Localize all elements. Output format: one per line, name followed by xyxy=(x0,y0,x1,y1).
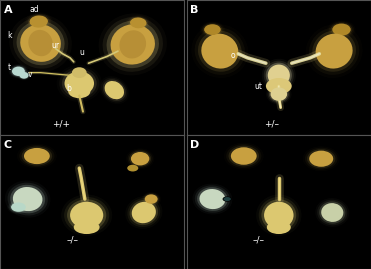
Text: –/–: –/– xyxy=(253,235,265,244)
Ellipse shape xyxy=(131,152,150,165)
Ellipse shape xyxy=(72,67,87,78)
Ellipse shape xyxy=(28,30,53,56)
Ellipse shape xyxy=(266,63,292,88)
Ellipse shape xyxy=(267,221,291,234)
Text: b: b xyxy=(66,84,71,93)
Ellipse shape xyxy=(12,66,25,76)
Ellipse shape xyxy=(203,23,222,36)
Ellipse shape xyxy=(331,22,352,37)
Ellipse shape xyxy=(200,189,226,209)
Text: t: t xyxy=(7,63,10,72)
Text: u: u xyxy=(79,48,84,57)
Ellipse shape xyxy=(197,187,228,211)
Ellipse shape xyxy=(309,151,333,167)
Text: ad: ad xyxy=(30,5,39,14)
Ellipse shape xyxy=(316,34,352,69)
Ellipse shape xyxy=(129,200,158,225)
Ellipse shape xyxy=(24,148,50,164)
Ellipse shape xyxy=(7,183,48,215)
Ellipse shape xyxy=(10,201,27,213)
Ellipse shape xyxy=(132,202,156,223)
Ellipse shape xyxy=(144,193,159,205)
Ellipse shape xyxy=(74,221,99,234)
Ellipse shape xyxy=(223,196,232,202)
Ellipse shape xyxy=(19,72,29,79)
Ellipse shape xyxy=(10,185,45,213)
Text: D: D xyxy=(190,140,200,150)
Ellipse shape xyxy=(201,34,238,69)
Ellipse shape xyxy=(268,65,290,86)
Ellipse shape xyxy=(70,202,103,229)
Ellipse shape xyxy=(9,201,29,214)
Ellipse shape xyxy=(198,30,242,72)
Ellipse shape xyxy=(64,197,109,233)
Ellipse shape xyxy=(130,17,147,28)
Ellipse shape xyxy=(195,185,230,213)
Text: ur: ur xyxy=(52,41,60,50)
Ellipse shape xyxy=(17,21,65,65)
Ellipse shape xyxy=(129,151,151,167)
Ellipse shape xyxy=(65,71,94,95)
Text: B: B xyxy=(190,5,199,15)
Ellipse shape xyxy=(20,24,61,62)
Ellipse shape xyxy=(317,200,347,225)
Ellipse shape xyxy=(119,30,146,58)
Text: C: C xyxy=(4,140,12,150)
Ellipse shape xyxy=(68,85,91,98)
Ellipse shape xyxy=(22,147,52,165)
Ellipse shape xyxy=(28,14,50,29)
Text: +/–: +/– xyxy=(264,119,279,128)
Ellipse shape xyxy=(223,197,231,201)
Ellipse shape xyxy=(111,24,155,65)
Text: o: o xyxy=(231,51,236,60)
Ellipse shape xyxy=(11,66,26,77)
Text: A: A xyxy=(4,5,12,15)
Ellipse shape xyxy=(10,65,27,78)
Ellipse shape xyxy=(231,147,257,165)
Ellipse shape xyxy=(321,203,343,222)
Ellipse shape xyxy=(19,71,29,79)
Ellipse shape xyxy=(267,85,290,103)
Ellipse shape xyxy=(127,198,160,227)
Ellipse shape xyxy=(319,201,345,224)
Ellipse shape xyxy=(204,24,221,35)
Text: –/–: –/– xyxy=(66,235,78,244)
Ellipse shape xyxy=(13,17,68,69)
Ellipse shape xyxy=(11,202,26,212)
Text: v: v xyxy=(28,70,32,79)
Ellipse shape xyxy=(264,61,294,90)
Ellipse shape xyxy=(266,78,292,94)
Ellipse shape xyxy=(127,165,138,172)
Text: k: k xyxy=(7,31,12,40)
Ellipse shape xyxy=(229,146,259,166)
Ellipse shape xyxy=(128,16,148,29)
Text: ut: ut xyxy=(255,82,263,91)
Ellipse shape xyxy=(312,30,356,72)
Ellipse shape xyxy=(145,194,158,204)
Text: +/+: +/+ xyxy=(52,119,70,128)
Ellipse shape xyxy=(62,69,97,98)
Ellipse shape xyxy=(262,199,296,231)
Ellipse shape xyxy=(30,15,48,28)
Ellipse shape xyxy=(259,197,299,233)
Ellipse shape xyxy=(332,24,351,36)
Ellipse shape xyxy=(269,86,289,102)
Ellipse shape xyxy=(307,149,335,168)
Ellipse shape xyxy=(270,87,287,101)
Ellipse shape xyxy=(264,202,293,229)
Ellipse shape xyxy=(103,17,163,72)
Ellipse shape xyxy=(106,21,159,68)
Ellipse shape xyxy=(105,81,124,99)
Ellipse shape xyxy=(103,79,126,101)
Ellipse shape xyxy=(13,187,42,211)
Ellipse shape xyxy=(67,199,106,231)
